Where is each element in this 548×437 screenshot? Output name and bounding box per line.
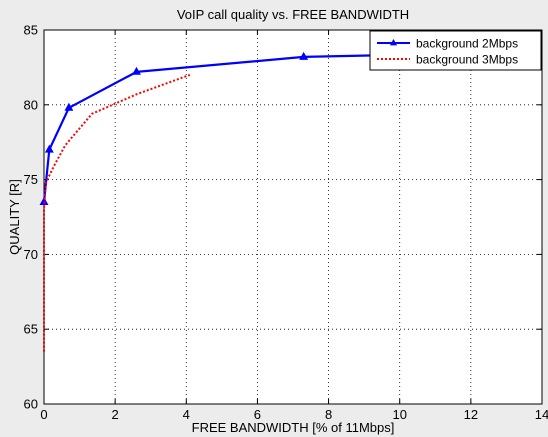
- legend: background 2Mbps background 3Mbps: [369, 30, 542, 71]
- x-tick-label: 8: [325, 407, 332, 422]
- series-line-1: [42, 54, 375, 203]
- series-layer: [39, 50, 380, 352]
- grid: [44, 30, 542, 404]
- x-tick-label: 10: [392, 407, 406, 422]
- series-1-point: [64, 102, 74, 111]
- y-tick-label: 70: [24, 247, 38, 262]
- legend-label-2: background 3Mbps: [416, 53, 518, 67]
- series-line-2: [43, 73, 191, 352]
- y-tick-label: 65: [24, 322, 38, 337]
- y-tick-label: 80: [24, 97, 38, 112]
- x-tick-label: 2: [112, 407, 119, 422]
- y-axis-title: QUALITY [R]: [7, 179, 22, 255]
- series-1-point: [39, 197, 49, 205]
- x-tick-label: 14: [535, 407, 548, 422]
- x-axis-title: FREE BANDWIDTH [% of 11Mbps]: [192, 420, 395, 435]
- legend-box: [369, 30, 542, 71]
- series-1-point: [44, 144, 54, 153]
- legend-label-1: background 2Mbps: [416, 37, 518, 51]
- y-tick-label: 85: [24, 23, 38, 38]
- legend-marker-1: [389, 39, 398, 46]
- series-1-point: [299, 51, 309, 60]
- x-tick-label: 4: [183, 407, 190, 422]
- chart-title: VoIP call quality vs. FREE BANDWIDTH: [177, 7, 409, 22]
- plot-area: [44, 30, 542, 404]
- x-tick-label: 0: [40, 407, 47, 422]
- y-tick-label: 60: [24, 397, 38, 412]
- plot-frame: [43, 29, 543, 405]
- y-tick-label: 75: [24, 172, 38, 187]
- x-tick-label: 6: [254, 407, 261, 422]
- series-1-point: [132, 66, 141, 75]
- x-tick-label: 12: [464, 407, 478, 422]
